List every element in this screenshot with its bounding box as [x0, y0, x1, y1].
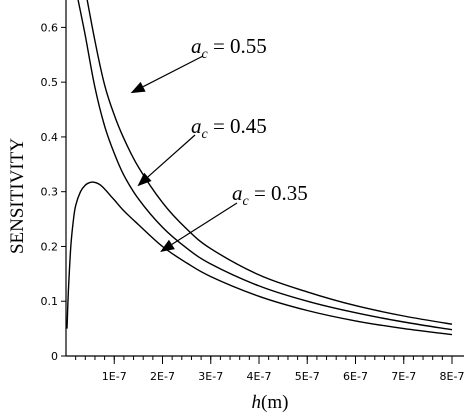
annotation-var: a	[191, 34, 202, 58]
x-tick-label: 7E-7	[391, 370, 416, 383]
annotation-1: ac = 0.55	[130, 34, 267, 94]
x-axis-title-var: h	[252, 392, 262, 413]
y-tick-label: 0	[51, 350, 58, 363]
annotation-value: = 0.45	[208, 114, 267, 138]
y-tick-label: 0.5	[41, 76, 59, 89]
y-tick-label: 0.1	[41, 295, 59, 308]
x-tick-label: 1E-7	[102, 370, 127, 383]
x-tick-label: 5E-7	[295, 370, 320, 383]
annotation-subscript: c	[202, 127, 209, 142]
annotation-var: a	[232, 181, 243, 205]
y-ticks: 0 0.1 0.2 0.3 0.4 0.5 0.6	[41, 21, 66, 363]
y-axis-title: SENSITIVITY	[7, 138, 28, 254]
x-tick-label: 8E-7	[440, 370, 465, 383]
x-axis-title: h(m)	[252, 392, 289, 413]
y-tick-label: 0.6	[41, 21, 59, 34]
annotation-subscript: c	[202, 47, 209, 62]
annotation-arrow-line	[142, 55, 204, 88]
x-ticks: 1E-7 2E-7 3E-7 4E-7 5E-7 6E-7 7E-7 8E-7	[102, 356, 465, 383]
annotation-label: ac = 0.35	[232, 181, 308, 209]
x-axis-title-unit: (m)	[261, 392, 288, 413]
annotation-subscript: c	[243, 194, 250, 209]
annotation-value: = 0.55	[208, 34, 267, 58]
annotation-label: ac = 0.55	[191, 34, 267, 62]
y-tick-label: 0.2	[41, 240, 59, 253]
annotation-label: ac = 0.45	[191, 114, 267, 142]
series-layer	[66, 0, 453, 336]
annotation-arrowhead	[130, 81, 146, 94]
series-line-1	[86, 0, 453, 325]
y-tick-label: 0.4	[41, 131, 59, 144]
annotation-2: ac = 0.45	[137, 114, 267, 187]
annotation-3: ac = 0.35	[160, 181, 308, 252]
x-tick-label: 2E-7	[150, 370, 175, 383]
annotation-arrow-line	[171, 202, 238, 245]
annotation-arrow-line	[147, 134, 196, 178]
annotation-arrowhead	[160, 239, 175, 252]
x-tick-label: 6E-7	[343, 370, 368, 383]
y-tick-label: 0.3	[41, 186, 59, 199]
annotation-arrowhead	[137, 172, 152, 187]
series-line-2	[77, 0, 453, 331]
plot-frame	[65, 0, 464, 357]
x-tick-label: 3E-7	[198, 370, 223, 383]
annotation-value: = 0.35	[249, 181, 308, 205]
series-line-3	[66, 181, 453, 336]
annotation-var: a	[191, 114, 202, 138]
x-tick-label: 4E-7	[247, 370, 272, 383]
